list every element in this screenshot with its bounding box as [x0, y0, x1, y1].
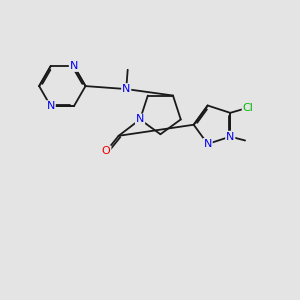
- Text: N: N: [203, 139, 212, 149]
- Text: N: N: [136, 115, 144, 124]
- Text: N: N: [226, 132, 234, 142]
- Text: N: N: [46, 101, 55, 111]
- Text: O: O: [102, 146, 110, 156]
- Text: N: N: [70, 61, 78, 71]
- Text: Cl: Cl: [243, 103, 254, 112]
- Text: N: N: [122, 84, 130, 94]
